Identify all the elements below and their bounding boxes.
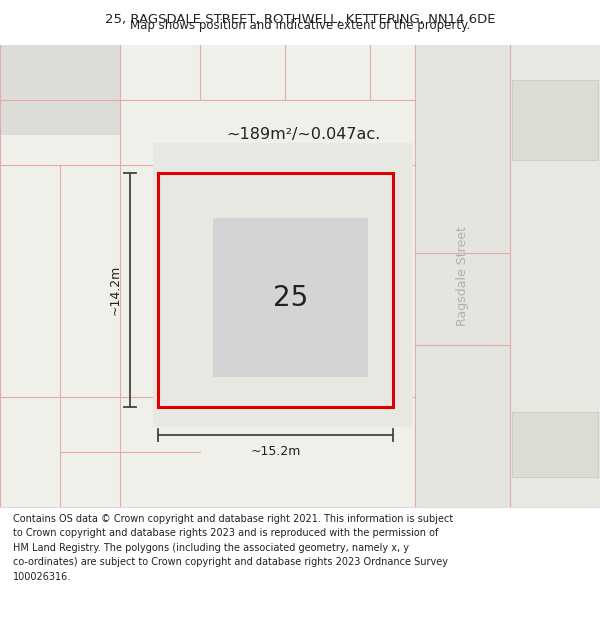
Bar: [512, 80, 598, 160]
Bar: [158, 173, 393, 407]
Text: ~189m²/~0.047ac.: ~189m²/~0.047ac.: [227, 127, 381, 142]
Bar: [512, 412, 598, 477]
Text: Ragsdale Street: Ragsdale Street: [456, 226, 469, 326]
Text: 25, RAGSDALE STREET, ROTHWELL, KETTERING, NN14 6DE: 25, RAGSDALE STREET, ROTHWELL, KETTERING…: [105, 12, 495, 26]
Bar: [0, 45, 120, 135]
Bar: [510, 45, 600, 507]
Bar: [153, 143, 413, 427]
Text: ~15.2m: ~15.2m: [250, 445, 301, 458]
Text: Contains OS data © Crown copyright and database right 2021. This information is : Contains OS data © Crown copyright and d…: [13, 514, 454, 582]
Text: 25: 25: [273, 284, 308, 311]
Bar: [415, 45, 510, 507]
Text: Map shows position and indicative extent of the property.: Map shows position and indicative extent…: [130, 19, 470, 32]
Bar: [213, 218, 368, 377]
Text: ~14.2m: ~14.2m: [109, 265, 122, 315]
